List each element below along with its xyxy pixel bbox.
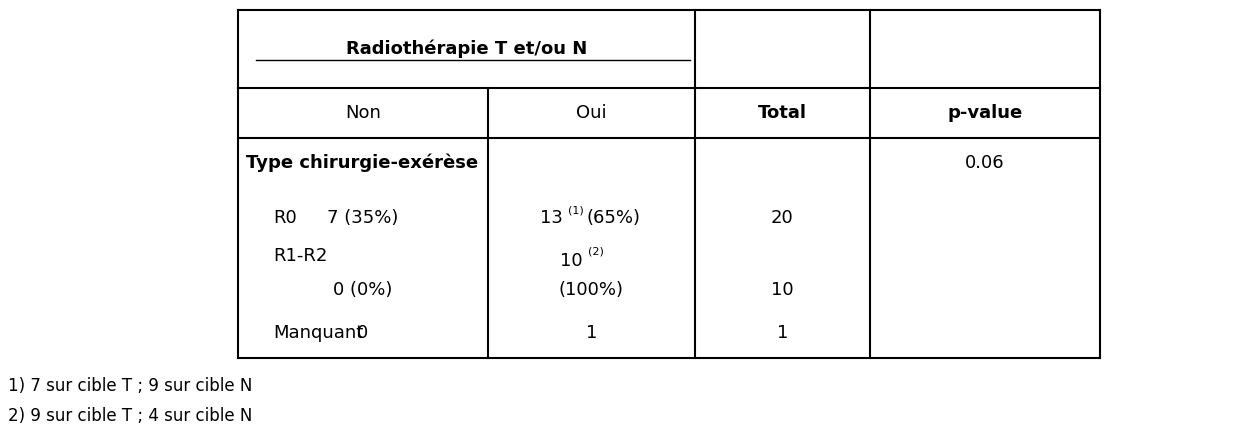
Text: 0: 0 (357, 324, 368, 342)
Text: 0 (0%): 0 (0%) (333, 281, 393, 299)
Text: (1): (1) (568, 205, 583, 215)
Text: 1: 1 (777, 324, 788, 342)
Text: Manquant: Manquant (273, 324, 363, 342)
Text: R0: R0 (273, 209, 296, 227)
Text: Non: Non (345, 104, 380, 122)
Text: R1-R2: R1-R2 (273, 247, 327, 265)
Text: 2) 9 sur cible T ; 4 sur cible N: 2) 9 sur cible T ; 4 sur cible N (7, 407, 252, 425)
Text: Oui: Oui (577, 104, 606, 122)
Text: (2): (2) (588, 246, 604, 256)
Text: Type chirurgie-exérèse: Type chirurgie-exérèse (246, 154, 478, 172)
Text: 1) 7 sur cible T ; 9 sur cible N: 1) 7 sur cible T ; 9 sur cible N (7, 377, 252, 395)
Text: 10: 10 (561, 252, 583, 270)
Text: p-value: p-value (947, 104, 1023, 122)
Text: 10: 10 (771, 281, 794, 299)
Text: (65%): (65%) (587, 209, 641, 227)
Text: 1: 1 (585, 324, 598, 342)
Text: 0.06: 0.06 (966, 154, 1005, 172)
Text: 7 (35%): 7 (35%) (327, 209, 399, 227)
Text: Radiothérapie T et/ou N: Radiothérapie T et/ou N (346, 40, 587, 58)
Text: (100%): (100%) (559, 281, 624, 299)
Text: 20: 20 (771, 209, 794, 227)
Text: 13: 13 (540, 209, 563, 227)
Text: Total: Total (758, 104, 806, 122)
